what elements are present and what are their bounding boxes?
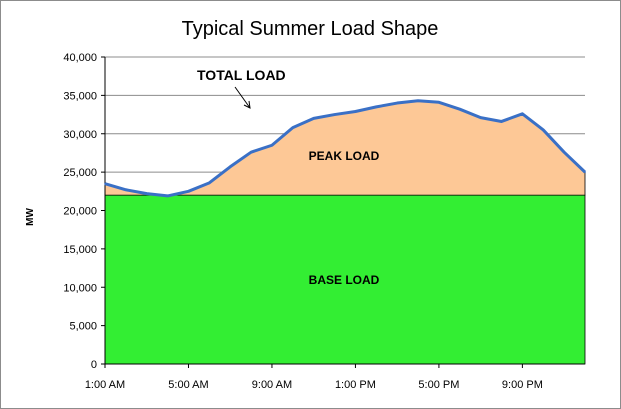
total-load-point bbox=[250, 151, 252, 153]
total-load-point bbox=[333, 113, 336, 116]
total-load-point bbox=[145, 192, 148, 195]
annotation-arrowhead bbox=[243, 100, 251, 109]
total-load-point bbox=[375, 106, 378, 108]
total-load-point bbox=[229, 165, 232, 168]
y-tick-label: 0 bbox=[91, 359, 97, 371]
total-load-point bbox=[354, 110, 357, 113]
total-load-point bbox=[584, 171, 586, 173]
annotation-arrow bbox=[234, 86, 251, 109]
x-tick-label: 1:00 PM bbox=[335, 379, 376, 391]
total-load-point bbox=[312, 117, 315, 120]
total-load-point bbox=[125, 188, 127, 191]
y-tick-label: 5,000 bbox=[69, 321, 97, 333]
total-load-point bbox=[417, 99, 419, 102]
y-tick-label: 30,000 bbox=[63, 129, 97, 141]
chart-title: Typical Summer Load Shape bbox=[182, 18, 439, 40]
total-load-point bbox=[542, 129, 545, 131]
axis-layer bbox=[101, 56, 585, 368]
total-load-point bbox=[521, 112, 524, 115]
line-layer bbox=[104, 99, 587, 198]
y-tick-label: 10,000 bbox=[63, 282, 97, 294]
total-load-point bbox=[479, 116, 482, 119]
total-load-point bbox=[187, 190, 190, 193]
total-load-point bbox=[563, 151, 565, 153]
total-load-point bbox=[396, 102, 398, 104]
tick-labels: 0 5,000 10,000 15,000 20,000 25,000 30,000 35,0… bbox=[63, 52, 543, 391]
total-load-point bbox=[271, 144, 273, 147]
total-load-point bbox=[208, 182, 211, 184]
annotation-total-load: TOTAL LOAD bbox=[197, 67, 286, 83]
y-tick-label: 25,000 bbox=[63, 167, 97, 179]
total-load-point bbox=[166, 195, 169, 197]
x-tick-label: 1:00 AM bbox=[85, 379, 125, 391]
y-tick-label: 15,000 bbox=[63, 244, 97, 256]
total-load-point bbox=[500, 120, 503, 123]
y-axis-label: MW bbox=[25, 208, 36, 226]
x-tick-label: 5:00 PM bbox=[418, 379, 459, 391]
total-load-point bbox=[438, 101, 440, 104]
y-tick-label: 20,000 bbox=[63, 206, 97, 218]
y-tick-label: 40,000 bbox=[63, 52, 97, 64]
total-load-point bbox=[292, 126, 294, 129]
area-layer bbox=[104, 100, 586, 365]
x-tick-label: 9:00 AM bbox=[252, 379, 292, 391]
total-load-point bbox=[458, 108, 461, 110]
x-tick-label: 5:00 AM bbox=[168, 379, 208, 391]
y-tick-label: 35,000 bbox=[63, 90, 97, 102]
annotation-peak-load: PEAK LOAD bbox=[309, 149, 380, 163]
annotation-base-load: BASE LOAD bbox=[309, 273, 380, 287]
total-load-point bbox=[104, 182, 106, 185]
total-load-line bbox=[104, 99, 587, 198]
x-tick-label: 9:00 PM bbox=[502, 379, 543, 391]
